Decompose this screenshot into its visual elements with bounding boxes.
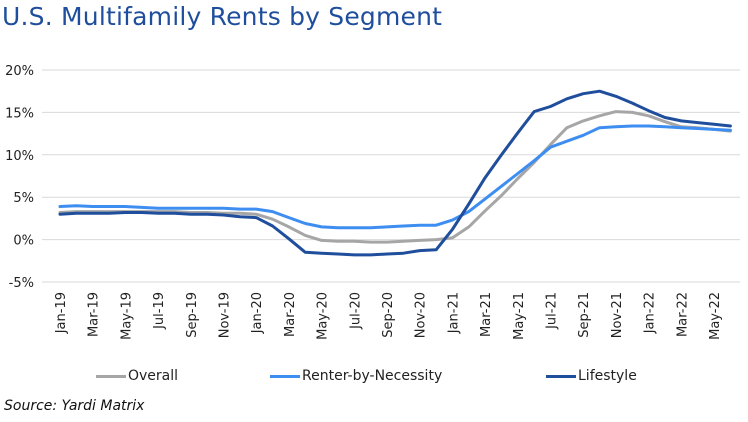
y-tick-label: 5%	[13, 191, 34, 206]
x-tick-label: Nov-19	[218, 292, 233, 338]
legend-item-overall: Overall	[96, 368, 178, 384]
y-axis-ticks: 20% 15% 10% 5% 0% -5%	[5, 64, 34, 291]
legend-label-overall: Overall	[128, 368, 179, 384]
legend-swatch-overall	[96, 374, 126, 378]
series-line-renter-by-necessity	[58, 124, 732, 230]
gridlines	[42, 69, 740, 283]
series-lines	[58, 89, 732, 257]
x-tick-label: May-20	[316, 292, 331, 340]
x-tick-label: Mar-21	[479, 292, 494, 337]
x-tick-label: May-22	[708, 292, 723, 340]
y-tick-label: 10%	[5, 149, 34, 164]
series-line-overall	[58, 110, 732, 244]
x-tick-label: Nov-20	[414, 292, 429, 338]
x-tick-label: Jan-20	[250, 292, 265, 334]
legend-label-lifestyle: Lifestyle	[578, 368, 637, 384]
chart-title: U.S. Multifamily Rents by Segment	[2, 2, 443, 31]
x-tick-label: Sep-20	[381, 292, 396, 338]
legend-swatch-lifestyle	[546, 374, 576, 378]
legend-item-renter-by-necessity: Renter-by-Necessity	[270, 368, 442, 384]
y-tick-label: -5%	[9, 276, 34, 291]
x-tick-label: Jul-19	[152, 292, 167, 330]
x-tick-label: Sep-21	[577, 292, 592, 338]
legend-item-lifestyle: Lifestyle	[546, 368, 637, 384]
x-tick-label: Sep-19	[185, 292, 200, 338]
x-tick-label: Nov-21	[610, 292, 625, 338]
x-tick-label: Mar-19	[87, 292, 102, 337]
x-axis-ticks: Jan-19 Mar-19 May-19 Jul-19 Sep-19 Nov-19 Jan-…	[54, 292, 723, 340]
y-tick-label: 20%	[5, 64, 34, 79]
x-tick-label: Jul-21	[545, 292, 560, 330]
x-tick-label: Mar-22	[675, 292, 690, 337]
series-line-lifestyle	[58, 89, 732, 257]
source-note: Source: Yardi Matrix	[4, 398, 145, 414]
y-tick-label: 15%	[5, 106, 34, 121]
x-tick-label: Jan-22	[643, 292, 658, 334]
legend-swatch-renter-by-necessity	[270, 374, 300, 378]
y-tick-label: 0%	[13, 234, 34, 249]
x-tick-label: May-19	[119, 292, 134, 340]
legend-label-renter-by-necessity: Renter-by-Necessity	[302, 368, 443, 384]
x-tick-label: May-21	[512, 292, 527, 340]
x-tick-label: Jan-21	[446, 292, 461, 334]
x-tick-label: Jul-20	[348, 292, 363, 330]
x-tick-label: Mar-20	[283, 292, 298, 337]
x-tick-label: Jan-19	[54, 292, 69, 334]
